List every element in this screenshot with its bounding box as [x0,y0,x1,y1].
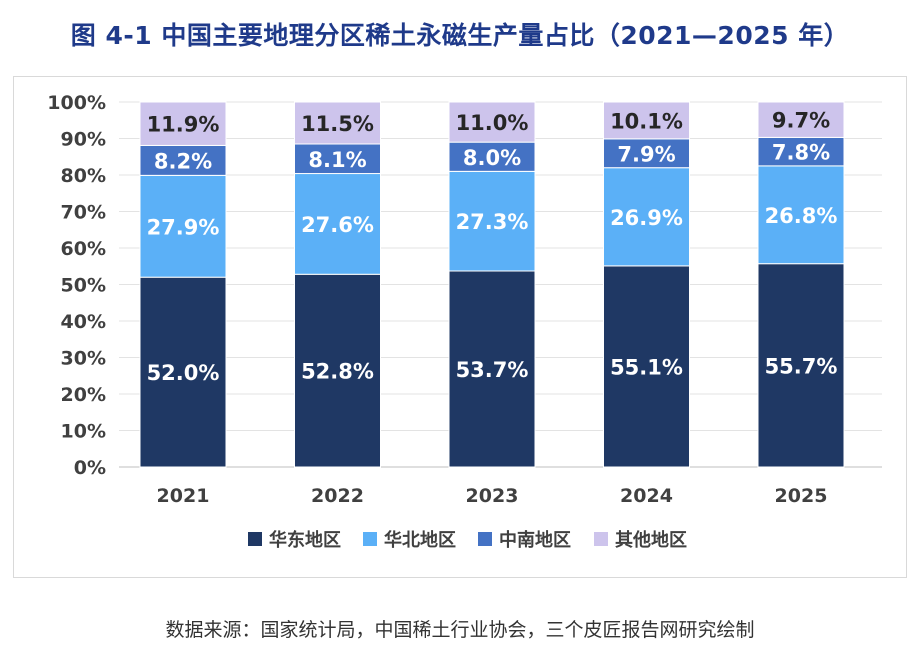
data-label: 8.1% [308,148,366,172]
bar-segment [448,141,536,172]
y-tick-label: 0% [74,457,106,479]
bar-segment [139,174,227,278]
bar-segment [139,101,227,146]
data-label: 11.9% [147,113,220,137]
bar-segment [603,265,690,468]
data-label: 11.0% [456,111,529,135]
bar-segment [603,101,690,140]
y-tick-label: 30% [61,348,106,370]
data-label: 11.5% [301,112,374,136]
data-label: 52.8% [301,360,374,384]
x-category-label: 2021 [157,485,210,507]
bar-segment [448,170,536,272]
data-label: 52.0% [147,361,220,385]
bar-segment [757,263,845,468]
bars [139,101,845,468]
y-tick-label: 80% [61,165,106,187]
y-tick-label: 70% [61,202,106,224]
legend-swatch [363,532,377,546]
bar-segment [757,101,845,138]
legend-label: 华北地区 [384,529,456,551]
x-axis-categories: 2021 2022 2023 2024 2025 [157,485,828,507]
x-category-label: 2022 [311,485,364,507]
y-tick-label: 40% [61,311,106,333]
x-category-label: 2023 [466,485,519,507]
chart-frame: 0% 10% 20% 30% 40% 50% 60% 70% 80% 90% 100% 52.0% 2… [13,76,907,578]
y-tick-label: 20% [61,384,106,406]
source-note: 数据来源：国家统计局，中国稀土行业协会，三个皮匠报告网研究绘制 [165,619,755,641]
bar-segment [757,165,845,265]
data-label: 27.6% [301,213,374,237]
x-category-label: 2025 [775,485,828,507]
legend-label: 中南地区 [499,529,571,551]
data-label: 27.9% [147,215,220,239]
legend-swatch [248,532,262,546]
x-category-label: 2024 [620,485,673,507]
data-label: 7.8% [772,141,830,165]
legend-label: 其他地区 [615,529,687,551]
bar-segment [448,101,536,143]
y-tick-label: 50% [61,275,106,297]
y-tick-label: 60% [61,238,106,260]
chart-title: 图 4-1 中国主要地理分区稀土永磁生产量占比（2021—2025 年） [70,21,850,50]
legend-swatch [478,532,492,546]
data-label: 8.2% [154,149,212,173]
data-label: 26.8% [765,204,838,228]
data-label: 8.0% [463,146,521,170]
y-axis-ticks: 0% 10% 20% 30% 40% 50% 60% 70% 80% 90% 100% [47,92,106,479]
y-tick-label: 100% [47,92,106,114]
legend-swatch [594,532,608,546]
bar-segment [603,138,690,169]
data-label: 9.7% [772,109,830,133]
legend: 华东地区 华北地区 中南地区 其他地区 [248,529,687,551]
bar-segment [294,273,381,468]
bar-segment [757,136,845,167]
data-labels: 52.0% 27.9% 8.2% 11.9% 52.8% 27.6% 8.1% 11.5% 53… [147,109,838,385]
y-tick-label: 90% [61,129,106,151]
data-label: 27.3% [456,210,529,234]
bar-segment [139,144,227,176]
bar-segment [294,101,381,145]
data-label: 53.7% [456,358,529,382]
data-label: 10.1% [610,109,683,133]
bar-segment [448,270,536,468]
data-label: 55.7% [765,354,838,378]
legend-label: 华东地区 [269,529,341,551]
data-label: 26.9% [610,206,683,230]
y-tick-label: 10% [61,421,106,443]
bar-segment [139,276,227,468]
stacked-bar-chart: 0% 10% 20% 30% 40% 50% 60% 70% 80% 90% 100% 52.0% 2… [47,92,882,551]
data-label: 7.9% [617,142,675,166]
data-label: 55.1% [610,355,683,379]
